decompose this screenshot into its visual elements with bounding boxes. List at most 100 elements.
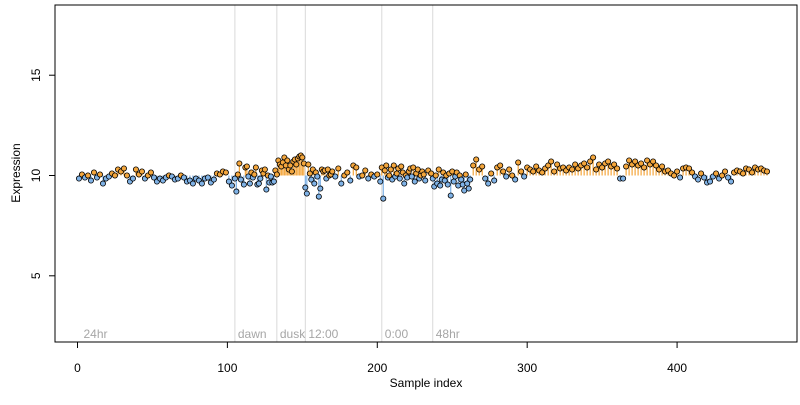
data-point xyxy=(308,176,315,183)
data-point xyxy=(444,181,451,188)
data-point xyxy=(701,174,708,181)
data-point xyxy=(233,188,240,195)
data-point xyxy=(311,180,318,187)
data-point xyxy=(677,174,684,181)
data-point xyxy=(180,174,187,181)
data-point xyxy=(491,177,498,184)
data-point xyxy=(306,170,313,177)
data-point xyxy=(398,163,405,170)
region-label: 0:00 xyxy=(385,327,409,341)
x-tick-label: 100 xyxy=(217,361,237,375)
data-point xyxy=(246,180,253,187)
region-label: 12:00 xyxy=(308,327,338,341)
data-point xyxy=(344,169,351,176)
data-point xyxy=(302,184,309,191)
data-point xyxy=(725,174,732,181)
data-point xyxy=(267,173,274,180)
data-point xyxy=(132,166,139,173)
data-point xyxy=(305,161,312,168)
data-point xyxy=(96,171,103,178)
data-point xyxy=(338,180,345,187)
x-tick-label: 300 xyxy=(517,361,537,375)
data-point xyxy=(299,154,306,161)
data-point xyxy=(138,168,145,175)
data-point xyxy=(387,166,394,173)
data-point xyxy=(533,163,540,170)
data-point xyxy=(222,169,229,176)
data-point xyxy=(393,170,400,177)
data-point xyxy=(240,181,247,188)
data-point xyxy=(467,176,474,183)
data-point xyxy=(411,178,418,185)
data-point xyxy=(587,158,594,165)
data-point xyxy=(332,173,339,180)
data-point xyxy=(548,158,555,165)
data-point xyxy=(374,171,381,178)
data-point xyxy=(590,154,597,161)
data-point xyxy=(237,176,244,183)
data-point xyxy=(111,172,118,179)
y-tick-label: 5 xyxy=(29,272,43,279)
data-point xyxy=(293,161,300,168)
data-point xyxy=(462,171,469,178)
data-point xyxy=(593,166,600,173)
data-point xyxy=(689,169,696,176)
data-point xyxy=(515,159,522,166)
data-point xyxy=(252,164,259,171)
y-tick-label: 10 xyxy=(29,169,43,183)
data-point xyxy=(551,168,558,175)
data-point xyxy=(659,163,666,170)
data-point xyxy=(422,177,429,184)
data-point xyxy=(719,172,726,179)
data-point xyxy=(284,157,291,164)
data-point xyxy=(599,164,606,171)
data-point xyxy=(147,169,154,176)
data-point xyxy=(204,174,211,181)
data-point xyxy=(273,171,280,178)
data-point xyxy=(251,171,258,178)
data-point xyxy=(545,162,552,169)
data-point xyxy=(509,172,516,179)
data-point xyxy=(740,170,747,177)
data-point xyxy=(764,168,771,175)
data-point xyxy=(386,172,393,179)
y-axis: 5 10 15 xyxy=(29,68,56,279)
data-point xyxy=(228,182,235,189)
x-tick-label: 0 xyxy=(74,361,81,375)
data-point xyxy=(707,178,714,185)
data-point xyxy=(408,173,415,180)
data-point xyxy=(530,168,537,175)
data-point xyxy=(749,169,756,176)
data-point xyxy=(447,192,454,199)
data-point xyxy=(644,157,651,164)
data-point xyxy=(554,161,561,168)
data-point xyxy=(84,172,91,179)
data-point xyxy=(479,163,486,170)
data-point xyxy=(638,160,645,167)
y-tick-label: 15 xyxy=(29,68,43,82)
data-point xyxy=(287,162,294,169)
data-point xyxy=(695,176,702,183)
data-point xyxy=(632,158,639,165)
data-point xyxy=(335,165,342,172)
data-point xyxy=(123,172,130,179)
data-point xyxy=(317,185,324,192)
data-point xyxy=(347,177,354,184)
data-point xyxy=(377,178,384,185)
data-point xyxy=(120,165,127,172)
data-point xyxy=(353,164,360,171)
x-axis: 0 100 200 300 400 xyxy=(74,341,687,375)
data-point xyxy=(383,162,390,169)
data-point xyxy=(698,170,705,177)
data-point xyxy=(75,175,82,182)
data-point xyxy=(380,195,387,202)
data-point xyxy=(539,169,546,176)
x-tick-label: 400 xyxy=(667,361,687,375)
data-point xyxy=(473,156,480,163)
data-point xyxy=(263,186,270,193)
x-tick-label: 200 xyxy=(367,361,387,375)
data-point xyxy=(198,180,205,187)
data-point xyxy=(129,175,136,182)
data-point xyxy=(270,178,277,185)
